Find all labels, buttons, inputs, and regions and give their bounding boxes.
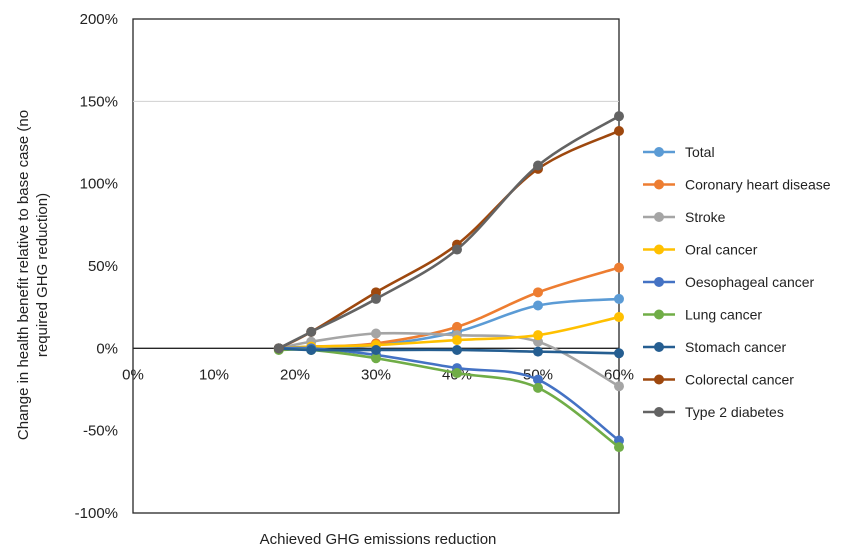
data-point: [452, 321, 462, 332]
x-tick-label: 0%: [122, 366, 144, 383]
series-line: [278, 129, 620, 350]
legend: Total Coronary heart disease Stroke Oral ca…: [643, 144, 831, 420]
data-point: [533, 382, 543, 393]
y-axis-ticks: -100% -50% 0% 50% 100% 150% 200%: [75, 11, 118, 522]
series-type-2-diabetes: [273, 111, 624, 354]
data-point: [371, 353, 381, 364]
data-point: [614, 125, 624, 136]
legend-swatch-marker: [654, 277, 664, 287]
legend-label: Oral cancer: [685, 242, 758, 258]
legend-label: Stroke: [685, 209, 726, 225]
x-tick-label: 20%: [280, 366, 310, 383]
series-line: [278, 266, 620, 350]
data-point: [614, 381, 624, 392]
legend-swatch-marker: [654, 309, 664, 320]
y-tick-label: 200%: [80, 11, 118, 28]
data-point: [533, 330, 543, 341]
legend-label: Total: [685, 144, 715, 160]
legend-item: Type 2 diabetes: [643, 404, 784, 420]
data-point: [371, 293, 381, 304]
data-point: [614, 293, 624, 304]
legend-swatch-marker: [654, 342, 664, 352]
y-tick-label: 50%: [88, 258, 118, 275]
data-point: [533, 300, 543, 311]
data-point: [452, 344, 462, 355]
legend-label: Type 2 diabetes: [685, 404, 784, 420]
legend-item: Oesophageal cancer: [643, 274, 815, 290]
y-tick-label: -50%: [83, 423, 118, 440]
x-tick-label: 60%: [604, 366, 634, 383]
series-colorectal-cancer: [273, 125, 624, 354]
y-tick-label: 0%: [96, 340, 118, 357]
data-point: [533, 160, 543, 171]
data-point: [614, 442, 624, 453]
data-point: [371, 344, 381, 355]
data-point: [533, 374, 543, 385]
series-line: [278, 346, 620, 442]
plot-border: [132, 18, 620, 514]
legend-item: Colorectal cancer: [643, 372, 794, 388]
legend-item: Stroke: [643, 209, 726, 225]
data-point: [306, 344, 317, 355]
legend-swatch-marker: [654, 244, 664, 255]
legend-item: Lung cancer: [643, 307, 762, 323]
y-tick-label: 100%: [80, 176, 118, 193]
legend-swatch-marker: [654, 147, 664, 157]
legend-swatch-marker: [654, 374, 664, 385]
legend-swatch-marker: [654, 407, 664, 417]
legend-item: Stomach cancer: [643, 339, 786, 355]
y-tick-label: 150%: [80, 93, 118, 110]
x-tick-label: 30%: [361, 366, 391, 383]
data-point: [614, 348, 624, 359]
legend-swatch-marker: [654, 179, 664, 190]
data-point: [614, 262, 624, 273]
legend-item: Coronary heart disease: [643, 177, 831, 193]
data-point: [371, 328, 381, 339]
data-point: [273, 343, 284, 354]
legend-label: Oesophageal cancer: [685, 274, 815, 290]
legend-swatch-marker: [654, 212, 664, 222]
data-point: [614, 111, 624, 122]
legend-label: Lung cancer: [685, 307, 762, 323]
data-point: [533, 287, 543, 298]
legend-item: Oral cancer: [643, 242, 758, 258]
data-point: [452, 335, 462, 346]
legend-label: Stomach cancer: [685, 339, 786, 355]
x-axis-ticks: 0%10%20%30%40%50%60%: [122, 366, 634, 383]
legend-item: Total: [643, 144, 715, 160]
x-tick-label: 10%: [199, 366, 229, 383]
data-point: [452, 368, 462, 379]
y-axis-title: Change in health benefit relative to bas…: [15, 110, 51, 440]
data-point: [614, 312, 624, 323]
series-lung-cancer: [273, 344, 624, 453]
data-point: [452, 244, 462, 255]
plot-area: [132, 18, 620, 514]
x-axis-title: Achieved GHG emissions reduction: [260, 531, 497, 547]
legend-label: Colorectal cancer: [685, 372, 794, 388]
legend-label: Coronary heart disease: [685, 177, 831, 193]
data-point: [306, 326, 317, 337]
y-tick-label: -100%: [75, 505, 118, 522]
y-axis-title-line-2: required GHG reduction): [34, 193, 51, 357]
data-point: [533, 346, 543, 357]
y-axis-title-line-1: Change in health benefit relative to bas…: [15, 110, 32, 440]
series-layer: [273, 111, 624, 453]
